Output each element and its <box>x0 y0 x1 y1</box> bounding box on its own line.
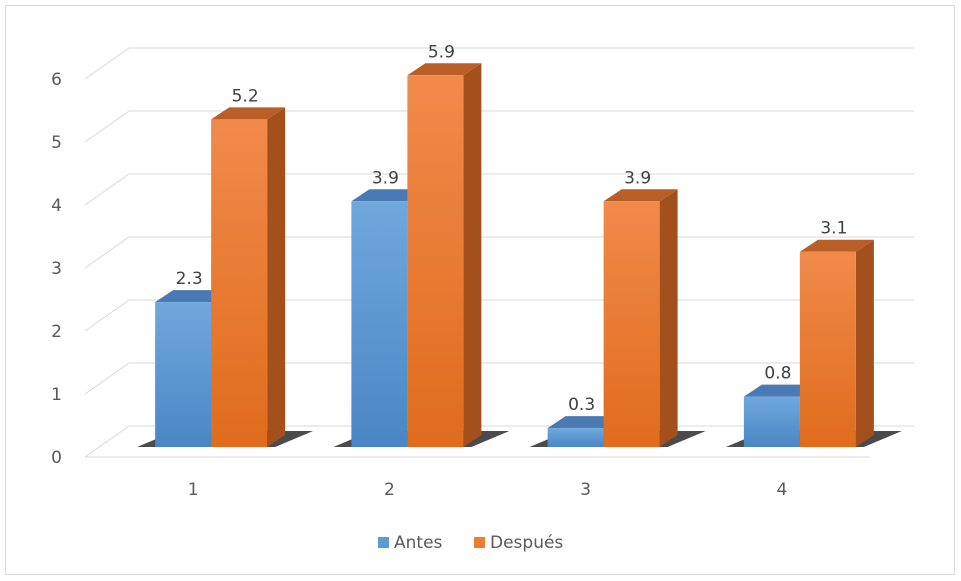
gridline-diagonal <box>85 174 129 205</box>
data-label: 0.3 <box>568 395 595 415</box>
bars <box>155 63 874 447</box>
bar-front <box>211 119 267 447</box>
gridline-diagonal <box>85 426 129 457</box>
bar-despues-2 <box>407 63 481 447</box>
data-label: 0.8 <box>764 364 791 384</box>
x-tick-label: 3 <box>580 480 591 500</box>
bar-front <box>744 397 800 447</box>
data-label: 5.2 <box>232 86 259 106</box>
gridline-diagonal <box>85 363 129 394</box>
y-axis: 0 1 2 3 4 5 6 <box>51 70 62 468</box>
y-tick-label: 1 <box>51 385 62 405</box>
y-tick-label: 3 <box>51 259 62 279</box>
legend: Antes Después <box>378 533 563 553</box>
bar-front <box>548 428 604 447</box>
y-tick-label: 5 <box>51 133 62 153</box>
x-tick-label: 2 <box>384 480 395 500</box>
data-label: 3.9 <box>624 168 651 188</box>
legend-item: Después <box>474 533 563 553</box>
bar-despues-1 <box>211 107 285 447</box>
gridline-diagonal <box>85 48 129 79</box>
bar-front <box>407 75 463 447</box>
bar-despues-4 <box>800 240 874 447</box>
bar-side <box>463 63 481 447</box>
y-tick-label: 2 <box>51 322 62 342</box>
data-label: 5.9 <box>428 42 455 62</box>
gridline-diagonal <box>85 237 129 268</box>
legend-swatch <box>474 537 485 548</box>
gridline-diagonal <box>85 111 129 142</box>
data-label: 3.1 <box>820 219 847 239</box>
legend-label: Después <box>490 533 563 553</box>
bar-side <box>660 189 678 447</box>
legend-swatch <box>378 537 389 548</box>
data-label: 2.3 <box>176 269 203 289</box>
bar-side <box>856 240 874 447</box>
data-label: 3.9 <box>372 168 399 188</box>
x-axis: 1 2 3 4 <box>188 480 788 500</box>
bar-front <box>351 201 407 447</box>
bar-side <box>267 107 285 447</box>
y-tick-label: 6 <box>51 70 62 90</box>
legend-label: Antes <box>394 533 443 553</box>
x-tick-label: 1 <box>188 480 199 500</box>
y-tick-label: 4 <box>51 196 62 216</box>
bar-front <box>800 252 856 447</box>
x-tick-label: 4 <box>776 480 787 500</box>
y-tick-label: 0 <box>51 448 62 468</box>
bar-front <box>604 201 660 447</box>
bar-front <box>155 302 211 447</box>
bar-despues-3 <box>604 189 678 447</box>
gridline-diagonal <box>85 300 129 331</box>
legend-item: Antes <box>378 533 443 553</box>
